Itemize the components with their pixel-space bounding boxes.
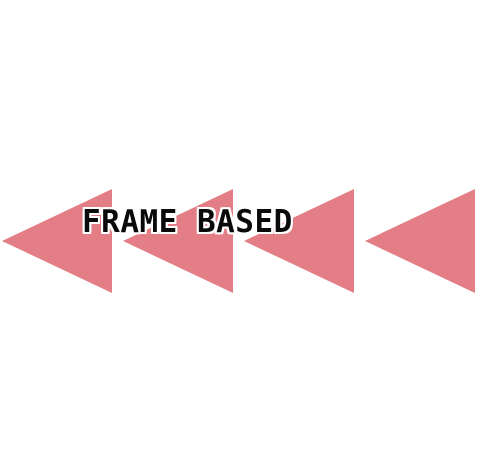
- rewind-triangle-icon: [365, 189, 475, 293]
- rewind-triangle-icon: [123, 189, 233, 293]
- rewind-triangle-icon: [2, 189, 112, 293]
- rewind-triangle-icon: [244, 189, 354, 293]
- banner-title: FRAME BASED: [82, 204, 293, 240]
